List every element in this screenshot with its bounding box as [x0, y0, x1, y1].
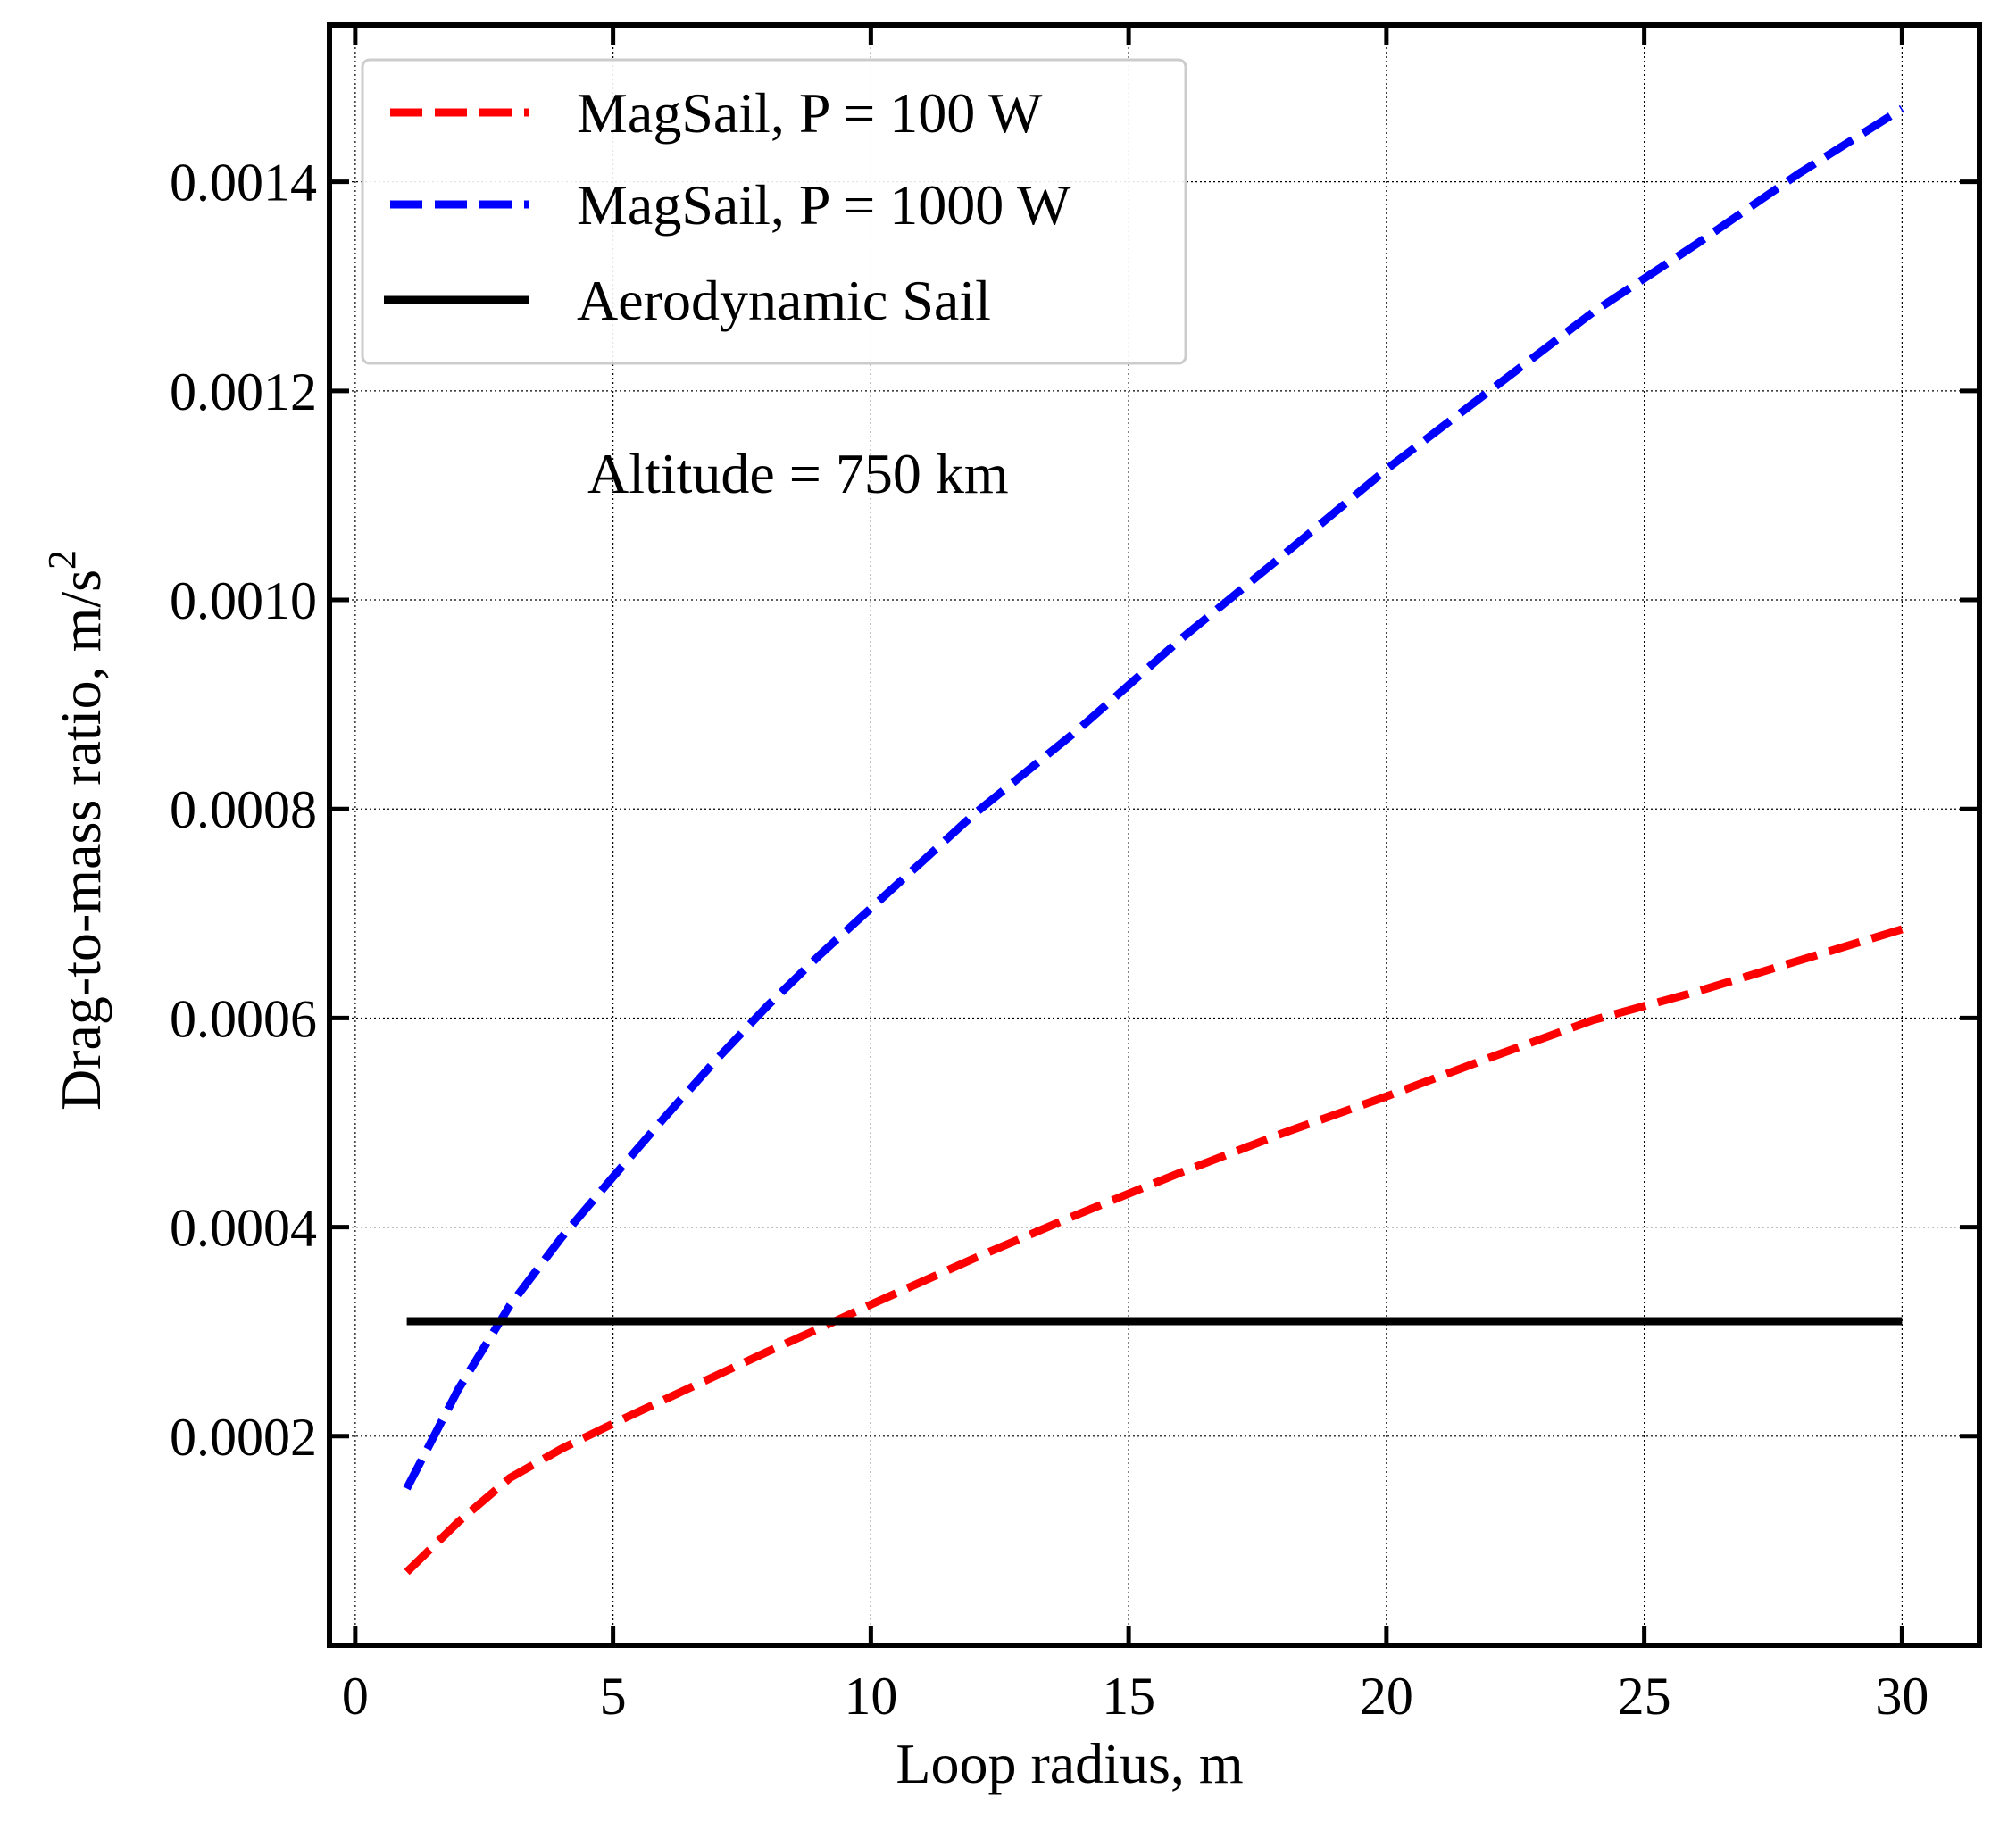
- plot-frame: [327, 22, 1982, 1648]
- y-axis-label-text: Drag-to-mass ratio, m/s: [49, 570, 112, 1111]
- series-magsail-100w-line: [404, 925, 1904, 1576]
- legend: MagSail, P = 100 W MagSail, P = 1000 W A…: [361, 58, 1187, 365]
- y-tick-label: 0.0014: [170, 154, 317, 212]
- x-axis-label: Loop radius, m: [896, 1732, 1243, 1795]
- x-tick-label: 20: [1360, 1667, 1413, 1726]
- grid-lines: [329, 25, 1979, 1645]
- x-tick-label: 5: [600, 1667, 627, 1726]
- legend-label-magsail-100w: MagSail, P = 100 W: [577, 81, 1043, 145]
- legend-label-aerodynamic-sail: Aerodynamic Sail: [577, 269, 991, 332]
- axis-ticks: [329, 25, 1979, 1645]
- y-tick-label: 0.0004: [170, 1199, 317, 1258]
- y-tick-label: 0.0012: [170, 362, 317, 421]
- y-axis-label: Drag-to-mass ratio, m/s2: [40, 550, 112, 1111]
- y-tick-label: 0.0002: [170, 1408, 317, 1467]
- y-tick-label: 0.0006: [170, 989, 317, 1048]
- x-tick-label: 10: [844, 1667, 897, 1726]
- tick-labels: 0 5 10 15 20 25 30 0.0002 0.0004 0.0006 0.0008 0.00…: [170, 154, 1929, 1726]
- y-tick-label: 0.0010: [170, 571, 317, 630]
- x-tick-label: 0: [342, 1667, 369, 1726]
- series-magsail-1000w-line: [403, 104, 1904, 1491]
- altitude-annotation: Altitude = 750 km: [587, 442, 1009, 505]
- legend-label-magsail-1000w: MagSail, P = 1000 W: [577, 173, 1071, 237]
- x-tick-label: 25: [1618, 1667, 1671, 1726]
- series-lines: [403, 104, 1904, 1576]
- y-tick-label: 0.0008: [170, 780, 317, 839]
- x-tick-label: 15: [1102, 1667, 1155, 1726]
- x-tick-label: 30: [1875, 1667, 1929, 1726]
- y-axis-label-superscript: 2: [40, 550, 84, 570]
- legend-box: [361, 58, 1187, 365]
